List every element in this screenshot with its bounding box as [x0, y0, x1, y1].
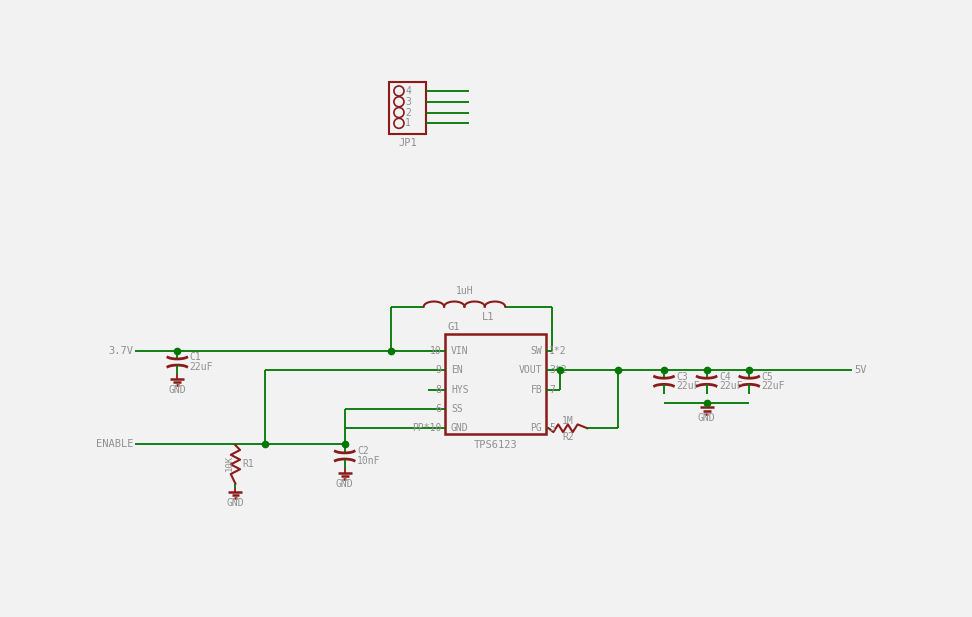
- Bar: [389, 81, 426, 134]
- Text: 8: 8: [435, 385, 441, 395]
- Text: FB: FB: [531, 385, 542, 395]
- Text: 22uF: 22uF: [677, 381, 700, 391]
- Text: VIN: VIN: [451, 346, 469, 356]
- Text: C5: C5: [762, 371, 774, 382]
- Text: PP*10: PP*10: [412, 423, 441, 433]
- Text: 1: 1: [405, 118, 411, 128]
- Text: 7: 7: [549, 385, 555, 395]
- Text: 22uF: 22uF: [719, 381, 743, 391]
- Text: GND: GND: [168, 385, 186, 395]
- Bar: [445, 334, 546, 434]
- Text: ENABLE: ENABLE: [95, 439, 133, 449]
- Text: R2: R2: [562, 433, 573, 442]
- Text: 1M: 1M: [562, 415, 573, 426]
- Text: 3.7V: 3.7V: [108, 346, 133, 356]
- Text: 1uH: 1uH: [456, 286, 473, 296]
- Text: G1: G1: [448, 321, 461, 331]
- Text: GND: GND: [336, 479, 354, 489]
- Text: C1: C1: [190, 352, 201, 362]
- Text: 10: 10: [430, 346, 441, 356]
- Text: 5V: 5V: [854, 365, 867, 376]
- Text: PG: PG: [531, 423, 542, 433]
- Text: L1: L1: [481, 312, 494, 322]
- Text: 10nF: 10nF: [357, 455, 381, 466]
- Text: HYS: HYS: [451, 385, 469, 395]
- Text: 10K: 10K: [225, 455, 233, 471]
- Text: GND: GND: [451, 423, 469, 433]
- Text: 2: 2: [405, 107, 411, 118]
- Text: VOUT: VOUT: [519, 365, 542, 376]
- Text: EN: EN: [451, 365, 463, 376]
- Text: C2: C2: [357, 446, 368, 457]
- Text: SW: SW: [531, 346, 542, 356]
- Text: C3: C3: [677, 371, 688, 382]
- Text: SS: SS: [451, 404, 463, 414]
- Text: JP1: JP1: [399, 138, 417, 147]
- Text: 22uF: 22uF: [762, 381, 785, 391]
- Text: 22uF: 22uF: [190, 362, 213, 371]
- Text: 1*2: 1*2: [549, 346, 567, 356]
- Text: 3: 3: [405, 97, 411, 107]
- Text: C4: C4: [719, 371, 731, 382]
- Text: GND: GND: [226, 498, 244, 508]
- Text: 9: 9: [435, 365, 441, 376]
- Text: R1: R1: [242, 460, 254, 470]
- Text: TPS6123: TPS6123: [474, 440, 518, 450]
- Text: 4: 4: [405, 86, 411, 96]
- Text: 5: 5: [549, 423, 555, 433]
- Text: 3*2: 3*2: [549, 365, 567, 376]
- Text: 6: 6: [435, 404, 441, 414]
- Text: GND: GND: [698, 413, 715, 423]
